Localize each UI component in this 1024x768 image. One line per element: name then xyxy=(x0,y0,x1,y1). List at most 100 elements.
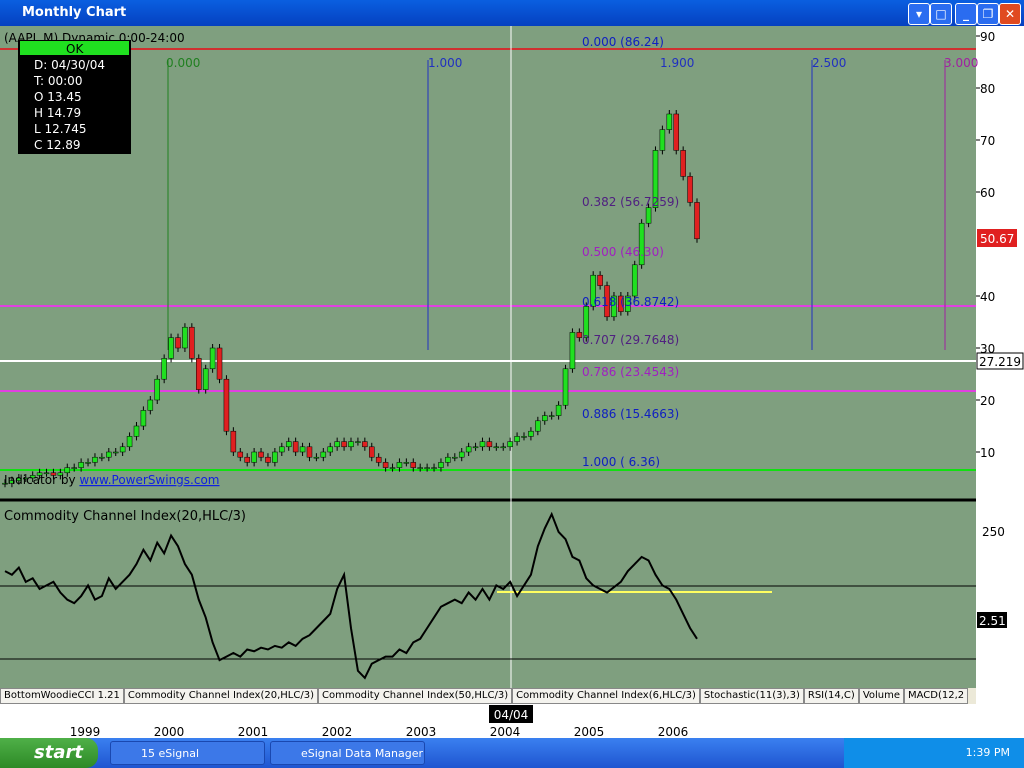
scroll-button[interactable]: ▾ xyxy=(908,3,930,25)
candle xyxy=(112,451,119,454)
credit-link[interactable]: www.PowerSwings.com xyxy=(79,473,219,487)
candle xyxy=(548,415,555,417)
candle xyxy=(417,467,423,469)
candle xyxy=(493,446,500,449)
candle xyxy=(292,441,299,453)
restore-button[interactable]: □ xyxy=(930,3,952,25)
indicator-tab[interactable]: Stochastic(11(3),3) xyxy=(699,688,804,704)
fib-label: 0.000 (86.24) xyxy=(582,35,664,49)
minimize-button[interactable]: _ xyxy=(955,3,977,25)
y-tick-label: 80 xyxy=(980,82,995,96)
candle xyxy=(189,326,195,359)
window-title: Monthly Chart xyxy=(22,5,127,20)
maximize-button[interactable]: ❐ xyxy=(977,3,999,25)
candle xyxy=(106,451,112,458)
candle xyxy=(237,451,244,458)
candle xyxy=(182,326,188,349)
cursor-date: 04/04 xyxy=(494,708,529,722)
candle xyxy=(258,451,264,458)
candle xyxy=(445,456,451,463)
x-tick-label: 2005 xyxy=(574,725,605,738)
candle xyxy=(514,436,520,442)
y-tick-label: 40 xyxy=(980,290,995,304)
close-button[interactable]: ✕ xyxy=(999,3,1021,25)
candle xyxy=(64,467,71,474)
candle xyxy=(334,441,340,448)
candle xyxy=(569,332,576,370)
last-price-box xyxy=(977,229,1017,247)
indicator-tab[interactable]: RSI(14,C) xyxy=(803,688,859,704)
credit: Indicator by www.PowerSwings.com xyxy=(4,473,220,487)
candle xyxy=(78,462,84,468)
indicator-tab[interactable]: Commodity Channel Index(20,HLC/3) xyxy=(123,688,318,704)
candle xyxy=(43,472,50,475)
candle xyxy=(479,441,486,448)
fib-label: 0.886 (15.4663) xyxy=(582,407,679,421)
candle xyxy=(500,446,506,449)
candle xyxy=(576,332,583,338)
indicator-tab[interactable]: BottomWoodieCCI 1.21 xyxy=(0,688,124,704)
taskbar-item[interactable]: eSignal Data Manager xyxy=(270,741,425,765)
credit-text: Indicator by xyxy=(4,473,79,487)
info-box xyxy=(18,40,131,154)
axis-bg xyxy=(976,26,1024,738)
candle xyxy=(9,480,15,484)
candle xyxy=(285,441,292,448)
candle xyxy=(209,347,216,370)
taskbar: start 15 eSignal eSignal Data Manager 1:… xyxy=(0,738,1024,768)
candle xyxy=(486,441,493,448)
candle xyxy=(16,477,22,481)
candle xyxy=(604,285,610,318)
candle xyxy=(251,451,257,463)
fib-label: 0.500 (46.30) xyxy=(582,245,664,259)
candle xyxy=(438,462,444,468)
candle xyxy=(272,451,278,463)
x-tick-label: 2006 xyxy=(658,725,689,738)
candle xyxy=(597,274,603,286)
title-bar: Monthly Chart ▾ □ _ ❐ ✕ xyxy=(0,0,1024,26)
candle xyxy=(223,378,230,432)
candle xyxy=(694,202,700,240)
indicator-tab[interactable]: MACD(12,2 xyxy=(904,688,969,704)
y-tick-label: 70 xyxy=(980,134,995,148)
candle xyxy=(631,264,638,297)
cursor-price-box xyxy=(976,352,1024,370)
y-tick-label: 20 xyxy=(980,394,995,408)
candle xyxy=(458,451,465,458)
candle xyxy=(528,430,534,437)
cci-tick-label: 250 xyxy=(982,525,1005,539)
time-fib-label: 3.000 xyxy=(944,56,978,70)
fib-label: 1.000 ( 6.36) xyxy=(582,455,660,469)
candle xyxy=(625,295,631,312)
candle xyxy=(542,415,548,422)
cursor-price-label: 27.219 xyxy=(979,355,1021,369)
candle xyxy=(23,477,29,480)
info-line: L 12.745 xyxy=(34,122,87,136)
candle xyxy=(507,441,513,448)
indicator-tab[interactable]: Commodity Channel Index(50,HLC/3) xyxy=(317,688,513,704)
candle xyxy=(590,274,596,307)
candle xyxy=(161,358,167,380)
cci-line xyxy=(4,511,698,680)
candle xyxy=(562,368,569,406)
candle xyxy=(36,472,43,476)
x-tick-label: 2004 xyxy=(490,725,521,738)
candle xyxy=(618,295,624,312)
last-price-label: 50.67 xyxy=(980,232,1014,246)
candle xyxy=(424,467,430,469)
time-fib-label: 2.500 xyxy=(812,56,846,70)
candle xyxy=(140,410,147,427)
indicator-tab[interactable]: Volume xyxy=(858,688,905,704)
start-button[interactable]: start xyxy=(0,738,98,768)
x-tick-label: 2003 xyxy=(406,725,437,738)
candle xyxy=(355,441,361,443)
candle xyxy=(71,467,77,469)
taskbar-item[interactable]: 15 eSignal xyxy=(110,741,265,765)
candle xyxy=(29,475,36,479)
candle xyxy=(348,441,354,448)
candle xyxy=(465,446,472,453)
indicator-tab[interactable]: Commodity Channel Index(6,HLC/3) xyxy=(512,688,700,704)
x-tick-label: 1999 xyxy=(70,725,101,738)
candle xyxy=(126,436,133,448)
clock: 1:39 PM xyxy=(965,746,1010,759)
